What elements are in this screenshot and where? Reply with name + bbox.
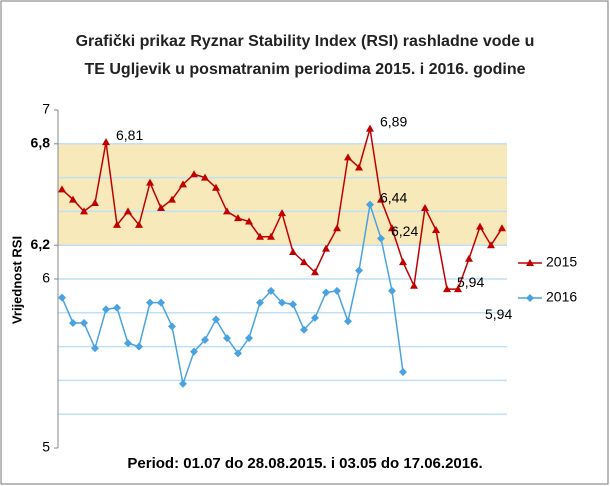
point <box>212 183 220 191</box>
point <box>190 170 198 178</box>
point <box>410 281 418 289</box>
point <box>201 335 209 344</box>
point <box>146 178 154 186</box>
point <box>234 349 242 358</box>
point <box>421 204 429 212</box>
y-tick-label: 6,8 <box>31 135 51 151</box>
point <box>267 232 275 240</box>
point <box>157 298 165 307</box>
point <box>168 195 176 203</box>
point <box>322 288 330 297</box>
point <box>179 379 187 388</box>
point <box>432 225 440 233</box>
point <box>366 200 374 209</box>
point <box>278 209 286 217</box>
point <box>377 195 385 203</box>
y-tick-label: 5 <box>42 439 50 455</box>
point <box>80 318 88 327</box>
point <box>300 325 308 334</box>
point <box>91 344 99 353</box>
point <box>201 173 209 181</box>
point <box>245 217 253 225</box>
point <box>443 285 451 293</box>
legend-marker <box>526 259 534 266</box>
point <box>124 339 132 348</box>
point <box>267 286 275 295</box>
point <box>223 207 231 215</box>
legend-label: 2016 <box>546 289 577 305</box>
point <box>355 266 363 275</box>
point <box>454 285 462 293</box>
data-label: 6,89 <box>380 113 407 129</box>
point <box>223 334 231 343</box>
point <box>377 234 385 243</box>
x-axis-label: Period: 01.07 do 28.08.2015. i 03.05 do … <box>127 455 482 472</box>
target-band <box>58 143 507 246</box>
point <box>190 347 198 356</box>
point <box>311 268 319 276</box>
point <box>102 305 110 314</box>
legend-label: 2015 <box>546 254 577 270</box>
point <box>256 298 264 307</box>
point <box>113 220 121 228</box>
y-tick-label: 7 <box>42 101 50 117</box>
point <box>278 298 286 307</box>
point <box>344 317 352 326</box>
point <box>399 367 407 376</box>
y-tick-label: 6,2 <box>31 236 51 252</box>
point <box>245 334 253 343</box>
point <box>234 214 242 222</box>
point <box>366 124 374 132</box>
chart-title: TE Ugljevik u posmatranim periodima 2015… <box>84 61 525 78</box>
point <box>388 286 396 295</box>
point <box>322 244 330 252</box>
point <box>157 204 165 212</box>
data-label: 6,44 <box>380 189 407 205</box>
point <box>487 241 495 249</box>
point <box>399 258 407 266</box>
series-line <box>61 204 404 387</box>
point <box>58 293 66 302</box>
point <box>102 138 110 146</box>
point <box>344 153 352 161</box>
point <box>476 222 484 230</box>
y-axis-label: Vrijednost RSI <box>9 236 24 324</box>
point <box>124 207 132 215</box>
point <box>179 180 187 188</box>
point <box>135 342 143 351</box>
point <box>311 313 319 322</box>
point <box>289 247 297 255</box>
legend-marker <box>526 294 534 302</box>
chart-title: Grafički prikaz Ryznar Stability Index (… <box>76 33 535 50</box>
point <box>168 322 176 331</box>
point <box>498 224 506 232</box>
point <box>465 254 473 262</box>
point <box>113 303 121 312</box>
point <box>91 198 99 206</box>
point <box>146 298 154 307</box>
point <box>135 220 143 228</box>
data-label: 5,94 <box>485 306 512 322</box>
point <box>58 185 66 193</box>
data-label: 5,94 <box>457 274 484 290</box>
point <box>388 224 396 232</box>
point <box>80 207 88 215</box>
point <box>212 315 220 324</box>
point <box>69 318 77 327</box>
point <box>289 300 297 309</box>
point <box>300 258 308 266</box>
point <box>69 195 77 203</box>
y-tick-label: 6 <box>42 270 50 286</box>
point <box>333 286 341 295</box>
point <box>355 163 363 171</box>
point <box>256 232 264 240</box>
point <box>333 224 341 232</box>
data-label: 6,81 <box>116 127 143 143</box>
data-label: 6,24 <box>391 223 418 239</box>
